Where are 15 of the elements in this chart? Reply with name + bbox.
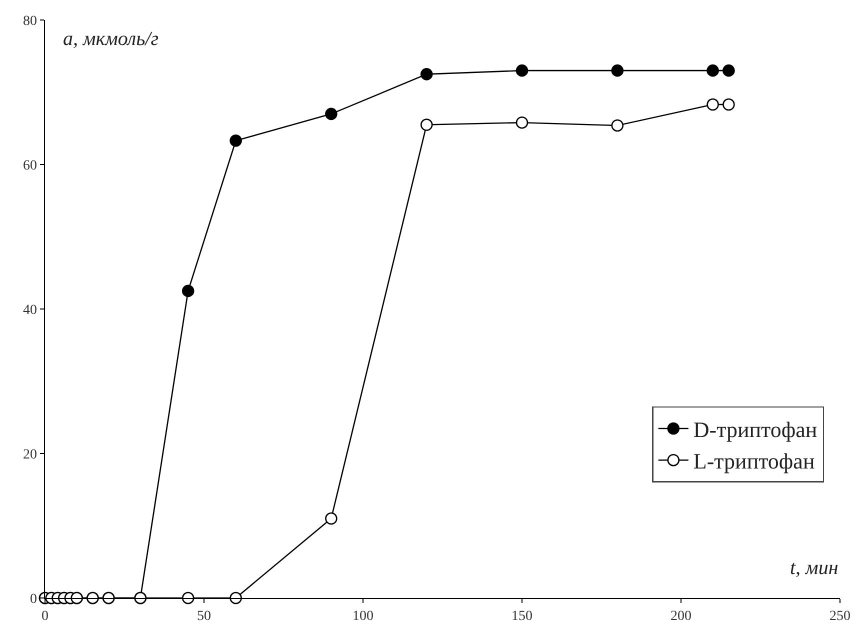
x-axis-title: t, мин bbox=[790, 557, 838, 579]
y-axis-title: a, мкмоль/г bbox=[63, 28, 159, 50]
x-tick-label: 250 bbox=[830, 608, 850, 624]
y-tick-label: 80 bbox=[23, 14, 38, 29]
x-tick-label: 0 bbox=[42, 608, 48, 624]
x-tick-label: 200 bbox=[670, 608, 692, 624]
x-tick-label: 100 bbox=[352, 608, 374, 624]
legend-label: D-триптофан bbox=[693, 417, 818, 442]
x-tick-label: 50 bbox=[197, 608, 211, 624]
y-tick-label: 60 bbox=[23, 158, 38, 174]
legend-label: L-триптофан bbox=[693, 448, 815, 474]
y-tick-label: 20 bbox=[23, 447, 38, 462]
y-tick-label: 40 bbox=[23, 302, 38, 318]
x-tick-label: 150 bbox=[512, 608, 532, 624]
y-tick-label: 0 bbox=[30, 592, 38, 607]
